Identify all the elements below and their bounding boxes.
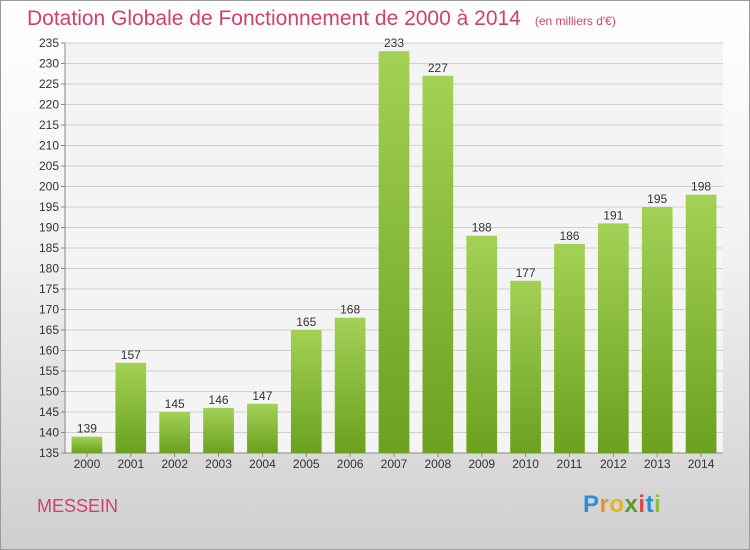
data-label: 168 (340, 303, 360, 317)
y-tick-label: 140 (39, 426, 59, 440)
y-tick-label: 135 (39, 446, 59, 460)
x-tick-label: 2012 (600, 457, 627, 471)
bar (685, 194, 717, 453)
chart-title: Dotation Globale de Fonctionnement de 20… (27, 7, 616, 31)
x-tick-label: 2001 (117, 457, 144, 471)
data-label: 177 (516, 266, 536, 280)
y-tick-label: 155 (39, 364, 59, 378)
x-tick-label: 2003 (205, 457, 232, 471)
y-tick-label: 150 (39, 385, 59, 399)
y-tick-label: 180 (39, 262, 59, 276)
bar (71, 436, 103, 453)
data-label: 146 (209, 393, 229, 407)
y-tick-label: 220 (39, 98, 59, 112)
data-label: 198 (691, 180, 711, 194)
x-tick-label: 2000 (74, 457, 101, 471)
data-label: 227 (428, 61, 448, 75)
data-label: 188 (472, 221, 492, 235)
y-tick-label: 175 (39, 282, 59, 296)
brand-letter: x (624, 491, 639, 518)
y-tick-label: 170 (39, 303, 59, 317)
brand-letter: i (638, 491, 646, 518)
bar (203, 407, 234, 453)
y-axis-ticks: 135 140 145 150 155 160 165 170 175 180 185 190 195 2… (39, 36, 59, 460)
bar (641, 207, 673, 453)
x-tick-label: 2008 (425, 457, 452, 471)
bar (290, 330, 322, 453)
chart-subtitle: (en milliers d'€) (534, 14, 616, 28)
y-tick-label: 205 (39, 159, 59, 173)
x-tick-label: 2007 (381, 457, 408, 471)
data-label: 145 (165, 397, 185, 411)
data-label: 191 (603, 208, 623, 222)
y-tick-label: 190 (39, 221, 59, 235)
y-tick-label: 145 (39, 405, 59, 419)
x-tick-label: 2004 (249, 457, 276, 471)
brand-letter: i (654, 491, 662, 518)
data-label: 233 (384, 36, 404, 50)
x-tick-label: 2006 (337, 457, 364, 471)
data-label: 157 (121, 348, 141, 362)
x-tick-label: 2002 (161, 457, 188, 471)
bar (334, 317, 366, 453)
data-label: 165 (296, 315, 316, 329)
bar (554, 243, 585, 453)
y-tick-label: 210 (39, 139, 59, 153)
y-tick-label: 195 (39, 200, 59, 214)
y-tick-label: 200 (39, 180, 59, 194)
commune-name: MESSEIN (37, 496, 119, 516)
bar (510, 280, 541, 453)
chart-title-text: Dotation Globale de Fonctionnement de 20… (27, 7, 521, 30)
bars: 139 157 145 146 147 165 168 233 227 188 177 186 191 1… (71, 36, 717, 454)
data-label: 186 (559, 229, 579, 243)
brand-letter: o (609, 491, 625, 518)
bar (466, 235, 498, 453)
bar (422, 75, 454, 454)
y-tick-label: 225 (39, 77, 59, 91)
y-tick-label: 165 (39, 323, 59, 337)
data-label: 195 (647, 192, 667, 206)
bar (378, 51, 410, 453)
x-tick-label: 2014 (688, 457, 715, 471)
brand-logo: Proxiti (583, 491, 661, 519)
x-axis-ticks: 2000 2001 2002 2003 2004 2005 2006 2007 2008 2009… (74, 453, 715, 471)
brand-letter: t (645, 491, 655, 518)
x-tick-label: 2005 (293, 457, 320, 471)
x-tick-label: 2013 (644, 457, 671, 471)
bar (115, 362, 147, 453)
brand-letter: r (599, 491, 610, 518)
brand-letter: P (583, 491, 600, 518)
bar (597, 223, 629, 453)
x-tick-label: 2010 (512, 457, 539, 471)
y-tick-label: 160 (39, 344, 59, 358)
x-tick-label: 2011 (557, 457, 583, 471)
y-tick-label: 235 (39, 36, 59, 50)
bar (159, 412, 191, 453)
data-label: 147 (252, 389, 272, 403)
y-tick-label: 230 (39, 57, 59, 71)
x-tick-label: 2009 (468, 457, 495, 471)
y-tick-label: 185 (39, 241, 59, 255)
y-tick-label: 215 (39, 118, 59, 132)
bar (247, 403, 278, 453)
data-label: 139 (77, 422, 97, 436)
